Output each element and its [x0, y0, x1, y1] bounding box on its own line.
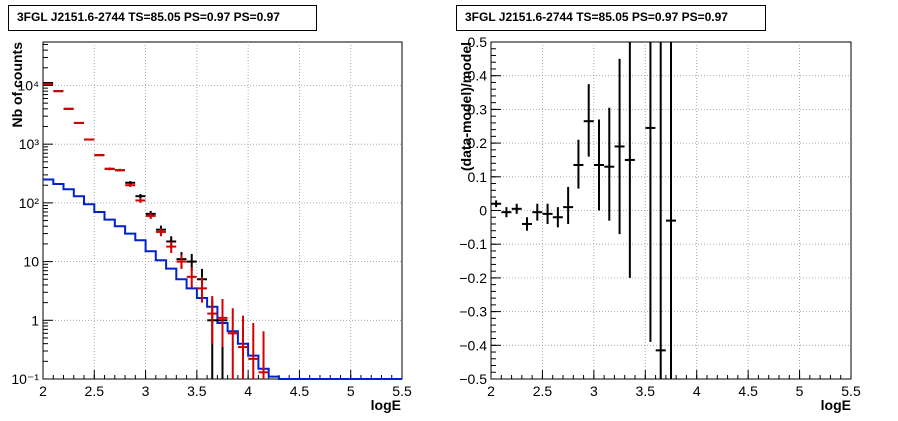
model-point: [227, 308, 238, 379]
x-tick-label: 3.5: [187, 383, 207, 399]
model-point: [166, 241, 177, 254]
y-tick-label: 0.4: [468, 68, 488, 84]
y-tick-label: 0: [479, 203, 487, 219]
residual-point: [604, 107, 615, 221]
y-tick-label: 0.5: [468, 34, 488, 50]
residual-point: [624, 42, 635, 278]
x-tick-label: 5.5: [392, 383, 412, 399]
x-tick-label: 3.5: [636, 383, 656, 399]
y-tick-label: −0.3: [459, 304, 487, 320]
x-tick-label: 2.5: [533, 383, 553, 399]
y-tick-label: −0.4: [459, 337, 487, 353]
residual-point: [614, 58, 625, 235]
model-point: [84, 138, 95, 141]
residual-point: [645, 42, 656, 342]
left-chart-title: 3FGL J2151.6-2744 TS=85.05 PS=0.97 PS=0.…: [8, 5, 317, 31]
residual-point: [583, 84, 594, 157]
model-point: [248, 322, 259, 379]
y-tick-label: 10⁻¹: [11, 371, 39, 387]
model-point: [63, 107, 74, 110]
data-point: [135, 193, 146, 199]
right-x-tick-labels: 2 2.5 3 3.5 4 4.5 5 5.5: [487, 383, 861, 399]
model-point: [238, 315, 249, 379]
y-tick-label: −0.2: [459, 270, 487, 286]
residual-point: [552, 207, 563, 228]
left-axis-ticks: [42, 43, 403, 380]
x-tick-label: 2.5: [85, 383, 105, 399]
y-tick-label: 10²: [19, 195, 40, 211]
right-axis-ticks: [490, 41, 852, 380]
left-x-tick-labels: 2 2.5 3 3.5 4 4.5 5 5.5: [39, 383, 412, 399]
x-tick-label: 5.5: [841, 383, 861, 399]
residual-point: [511, 203, 522, 214]
y-tick-label: 10³: [19, 136, 40, 152]
residual-point: [666, 42, 676, 379]
y-tick-label: 0.1: [468, 169, 488, 185]
residual-point: [542, 203, 553, 224]
x-tick-label: 3: [590, 383, 598, 399]
y-tick-label: 1: [31, 312, 39, 328]
residual-point: [532, 203, 543, 221]
left-plot-pad: 2 2.5 3 3.5 4 4.5 5 5.5 10⁻¹ 1 10 10² 10³ 10⁴ logE N…: [9, 41, 412, 413]
left-x-axis-label: logE: [371, 397, 401, 413]
model-point: [196, 276, 207, 303]
y-tick-label: 10⁴: [17, 77, 39, 93]
model-point: [186, 267, 197, 288]
left-y-axis-label: Nb of counts: [9, 42, 25, 128]
x-tick-label: 2: [39, 383, 47, 399]
residual-point: [501, 207, 512, 218]
residual-point: [491, 200, 502, 208]
model-point: [53, 90, 64, 93]
right-y-tick-labels: −0.5 −0.4 −0.3 −0.2 −0.1 0 0.1 0.2 0.3 0.4 0.5: [459, 34, 487, 387]
residual-point: [573, 139, 584, 189]
background-histogram-line: [43, 178, 402, 380]
model-point: [125, 183, 136, 187]
model-point: [176, 254, 187, 269]
residual-point: [655, 42, 666, 379]
model-point: [217, 299, 228, 348]
right-plot-pad: 2 2.5 3 3.5 4 4.5 5 5.5 −0.5 −0.4 −0.3 −0.2 −0.1 0 0.…: [458, 34, 861, 413]
right-y-axis-label: (data-model)/model: [458, 42, 474, 171]
left-series: [43, 82, 402, 380]
y-tick-label: −0.1: [459, 236, 487, 252]
left-y-tick-labels: 10⁻¹ 1 10 10² 10³ 10⁴: [11, 77, 39, 387]
x-tick-label: 4: [693, 383, 701, 399]
right-x-axis-label: logE: [821, 397, 851, 413]
y-tick-label: 0.2: [468, 135, 488, 151]
x-tick-label: 4.5: [738, 383, 758, 399]
x-tick-label: 2: [487, 383, 495, 399]
model-point: [258, 331, 269, 379]
model-point: [73, 121, 84, 124]
x-tick-label: 4.5: [290, 383, 310, 399]
residual-point: [522, 217, 532, 231]
model-point: [114, 169, 125, 172]
y-tick-label: 10: [23, 254, 39, 270]
model-point: [207, 295, 218, 344]
x-tick-label: 5: [347, 383, 355, 399]
model-point: [94, 154, 105, 157]
x-tick-label: 3: [142, 383, 150, 399]
right-chart-title: 3FGL J2151.6-2744 TS=85.05 PS=0.97 PS=0.…: [456, 5, 766, 31]
model-point: [135, 198, 146, 203]
model-point: [155, 228, 166, 237]
x-tick-label: 5: [796, 383, 804, 399]
residual-point: [594, 119, 604, 211]
model-point: [145, 213, 156, 220]
y-tick-label: −0.5: [459, 371, 487, 387]
residual-point: [563, 186, 574, 224]
y-tick-label: 0.3: [468, 101, 488, 117]
right-series: [491, 42, 676, 379]
model-point: [104, 167, 115, 170]
x-tick-label: 4: [244, 383, 252, 399]
